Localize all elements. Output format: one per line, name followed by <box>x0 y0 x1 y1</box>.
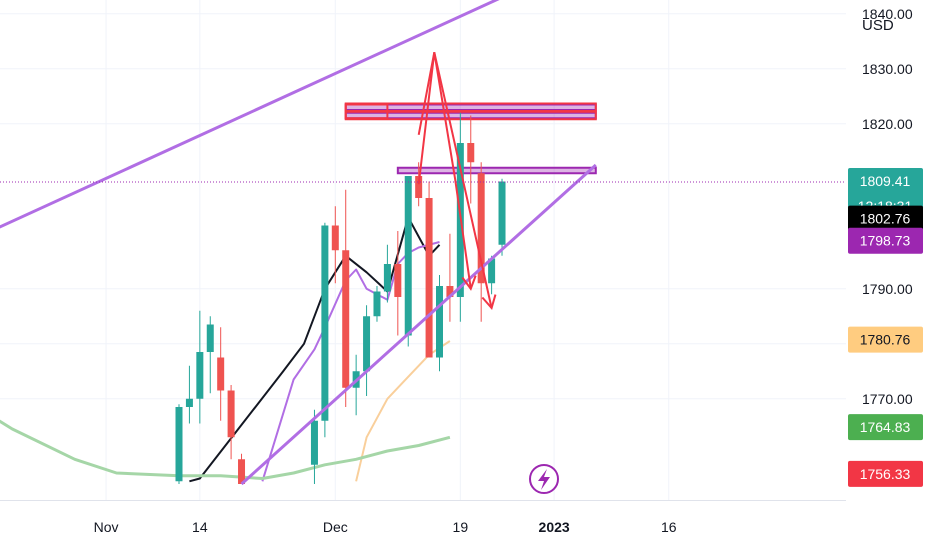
projection-path <box>417 52 493 309</box>
candle-body <box>227 390 235 438</box>
time-axis[interactable]: Nov 14 Dec 19 2023 16 <box>0 500 846 536</box>
candle-body <box>477 173 485 284</box>
candle-body <box>467 143 475 163</box>
price-label: 1756.33 <box>848 460 923 487</box>
projection-arrowhead <box>461 275 477 291</box>
candle-body <box>175 407 183 482</box>
price-label: 1802.76 <box>848 205 923 232</box>
projection-arrowhead <box>481 294 497 311</box>
price-label: 1780.76 <box>848 326 923 353</box>
candle-body <box>425 198 433 358</box>
price-tick: 1790.00 <box>862 281 913 297</box>
price-tick: 1820.00 <box>862 116 913 132</box>
channel-line <box>240 163 597 486</box>
price-tick: 1830.00 <box>862 61 913 77</box>
channel-line <box>0 0 500 229</box>
channel-lines <box>0 0 597 486</box>
candle-body <box>446 286 454 297</box>
candle-body <box>404 176 412 336</box>
indicator-lines <box>0 216 451 483</box>
time-tick: 2023 <box>539 519 570 535</box>
time-tick: 14 <box>192 519 208 535</box>
resistance-zone <box>396 166 597 175</box>
projection-path <box>417 52 472 289</box>
price-label-text: 1756.33 <box>860 466 911 482</box>
projection-arrows <box>417 52 497 311</box>
candle-body <box>373 291 381 317</box>
plot-area <box>0 0 846 486</box>
candle-body <box>217 357 225 391</box>
price-label-text: 1798.73 <box>860 233 911 249</box>
candle-body <box>310 420 318 465</box>
grid-lines <box>0 0 846 500</box>
lightning-icon[interactable] <box>529 464 559 494</box>
price-label: 1764.83 <box>848 414 923 441</box>
candle-body <box>488 258 496 284</box>
candle-body <box>331 225 339 251</box>
time-tick: Dec <box>323 519 348 535</box>
candle-body <box>415 176 423 198</box>
candle-body <box>383 264 391 292</box>
price-label-text: 1809.41 <box>860 173 911 189</box>
currency-label: USD <box>862 17 894 34</box>
price-tick: 1770.00 <box>862 391 913 407</box>
indicator-line <box>0 419 451 480</box>
indicator-line <box>355 340 451 482</box>
price-label-text: 1764.83 <box>860 419 911 435</box>
candle-body <box>321 225 329 421</box>
candle-body <box>206 324 214 352</box>
price-labels: 1809.4112:18:311802.761798.731780.761764… <box>848 167 923 487</box>
candle-body <box>394 264 402 297</box>
candle-body <box>363 316 371 372</box>
highlight-box <box>344 103 389 120</box>
time-tick: Nov <box>94 519 119 535</box>
candle-body <box>196 352 204 399</box>
candle-body <box>342 250 350 388</box>
candle-body <box>238 459 246 484</box>
time-tick: 16 <box>661 519 677 535</box>
candle-body <box>498 181 506 245</box>
time-tick: 19 <box>453 519 469 535</box>
price-tick: 1840.00 <box>862 6 913 22</box>
price-label-text: 1780.76 <box>860 332 911 348</box>
candle-body <box>436 286 443 358</box>
price-label: 1798.73 <box>848 227 923 254</box>
price-label-text: 1802.76 <box>860 211 911 227</box>
candle-body <box>185 398 193 407</box>
